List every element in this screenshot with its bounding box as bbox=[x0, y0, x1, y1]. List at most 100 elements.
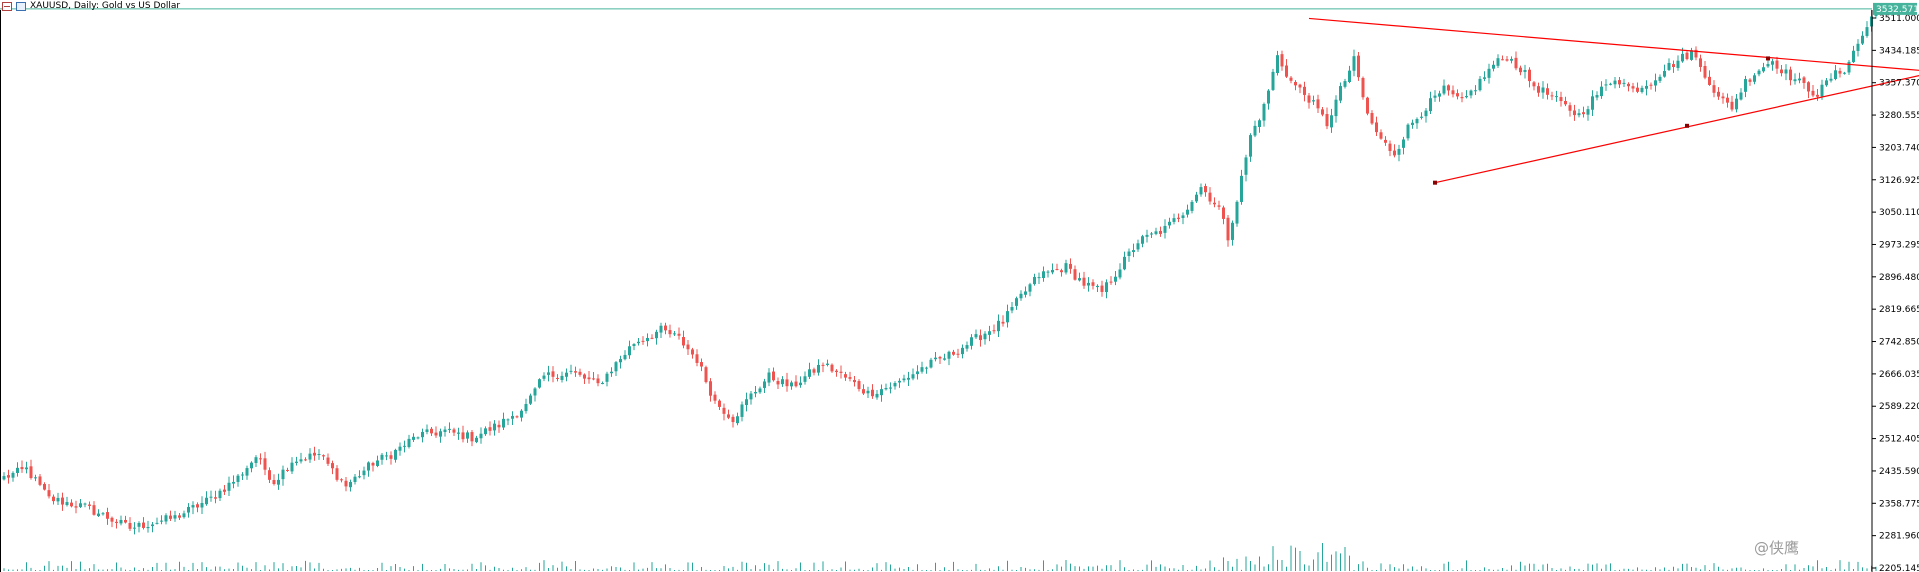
candle-body bbox=[1069, 263, 1072, 269]
candle-body bbox=[1546, 88, 1549, 95]
candle-body bbox=[448, 428, 451, 430]
y-tick-label: 2589.220 bbox=[1879, 402, 1919, 412]
candle-body bbox=[515, 416, 519, 418]
candle-body bbox=[259, 458, 262, 460]
candle-body bbox=[677, 333, 681, 336]
chart-symbol-icon[interactable] bbox=[2, 1, 12, 11]
candle-body bbox=[1384, 139, 1387, 143]
candle-body bbox=[1240, 175, 1243, 202]
candle-body bbox=[97, 513, 100, 517]
candle-body bbox=[425, 429, 429, 432]
candle-body bbox=[1294, 81, 1297, 86]
candle-body bbox=[1681, 53, 1684, 62]
candle-body bbox=[1024, 291, 1027, 295]
candle-body bbox=[592, 378, 595, 380]
candle-body bbox=[1343, 81, 1347, 87]
candle-body bbox=[349, 481, 352, 488]
candle-body bbox=[664, 325, 667, 331]
candle-body bbox=[1226, 217, 1230, 241]
candle-body bbox=[1856, 43, 1860, 51]
candle-body bbox=[1406, 124, 1410, 139]
candle-body bbox=[830, 364, 834, 372]
candle-body bbox=[1510, 58, 1513, 61]
candle-body bbox=[335, 468, 339, 480]
candle-body bbox=[713, 394, 717, 401]
candle-body bbox=[1469, 90, 1473, 96]
candle-body bbox=[1618, 80, 1621, 85]
trendline-layer[interactable] bbox=[1308, 17, 1919, 185]
chart-options-icon[interactable] bbox=[16, 1, 26, 11]
candle-body bbox=[110, 517, 114, 522]
candle-body bbox=[106, 512, 109, 519]
candle-body bbox=[826, 363, 829, 365]
candle-body bbox=[1694, 49, 1698, 58]
candle-body bbox=[403, 445, 406, 447]
candle-body bbox=[637, 341, 640, 344]
candle-body bbox=[700, 362, 703, 367]
candle-body bbox=[1744, 79, 1747, 92]
candle-body bbox=[1375, 122, 1378, 133]
candle-body bbox=[1280, 54, 1284, 67]
candle-body bbox=[308, 453, 312, 460]
candle-body bbox=[1762, 67, 1765, 72]
candle-body bbox=[70, 502, 73, 507]
candle-body bbox=[1420, 116, 1423, 118]
candle-body bbox=[583, 374, 586, 379]
candle-body bbox=[1132, 250, 1135, 253]
candle-body bbox=[1456, 93, 1459, 97]
candle-body bbox=[1496, 58, 1500, 66]
candle-body bbox=[200, 502, 204, 508]
candle-body bbox=[173, 515, 177, 519]
candle-body bbox=[1118, 269, 1122, 278]
candle-body bbox=[61, 497, 64, 505]
candle-body bbox=[1159, 230, 1162, 234]
candle-body bbox=[1136, 243, 1140, 250]
candle-body bbox=[470, 432, 474, 442]
candle-body bbox=[164, 515, 168, 522]
candle-body bbox=[1352, 56, 1356, 71]
candle-body bbox=[205, 497, 208, 505]
candle-body bbox=[1276, 55, 1279, 74]
candle-body bbox=[1127, 251, 1131, 257]
candle-body bbox=[803, 376, 807, 382]
candle-body bbox=[466, 432, 469, 439]
candle-body bbox=[1690, 50, 1693, 60]
candle-body bbox=[434, 432, 438, 436]
candle-body bbox=[821, 364, 825, 366]
candle-body bbox=[1415, 119, 1419, 124]
candle-body bbox=[1123, 256, 1126, 270]
candle-body bbox=[547, 372, 550, 375]
candle-body bbox=[929, 359, 933, 368]
candle-body bbox=[911, 374, 915, 379]
candle-body bbox=[1573, 110, 1576, 116]
candle-body bbox=[785, 379, 789, 387]
candle-body bbox=[578, 371, 582, 375]
candle-body bbox=[407, 438, 411, 447]
candle-body bbox=[1802, 77, 1806, 83]
candle-body bbox=[1847, 61, 1851, 73]
price-axis[interactable]: 3511.000 3434.185 3357.370 3280.555 3203.740… bbox=[0, 10, 1919, 572]
y-tick-label: 2973.295 bbox=[1879, 240, 1919, 250]
trendline-anchor bbox=[1433, 180, 1437, 185]
candle-body bbox=[1550, 95, 1554, 97]
candle-body bbox=[596, 378, 600, 384]
y-tick-label: 2896.480 bbox=[1879, 273, 1919, 283]
candle-body bbox=[367, 462, 370, 471]
candle-body bbox=[1334, 99, 1338, 117]
candle-body bbox=[155, 522, 159, 524]
candle-body bbox=[1411, 122, 1414, 125]
candle-body bbox=[844, 374, 847, 378]
candle-body bbox=[151, 524, 154, 527]
chart-title-bar: XAUUSD, Daily: Gold vs US Dollar bbox=[2, 0, 180, 12]
candle-body bbox=[524, 403, 528, 412]
candle-body bbox=[1766, 64, 1770, 67]
candle-body bbox=[853, 379, 856, 383]
candle-body bbox=[736, 416, 739, 424]
candle-body bbox=[1600, 86, 1603, 97]
candle-body bbox=[83, 503, 87, 505]
candle-body bbox=[1861, 35, 1864, 44]
candle-body bbox=[20, 467, 24, 470]
candle-body bbox=[1042, 271, 1045, 279]
candle-body bbox=[1150, 233, 1153, 235]
